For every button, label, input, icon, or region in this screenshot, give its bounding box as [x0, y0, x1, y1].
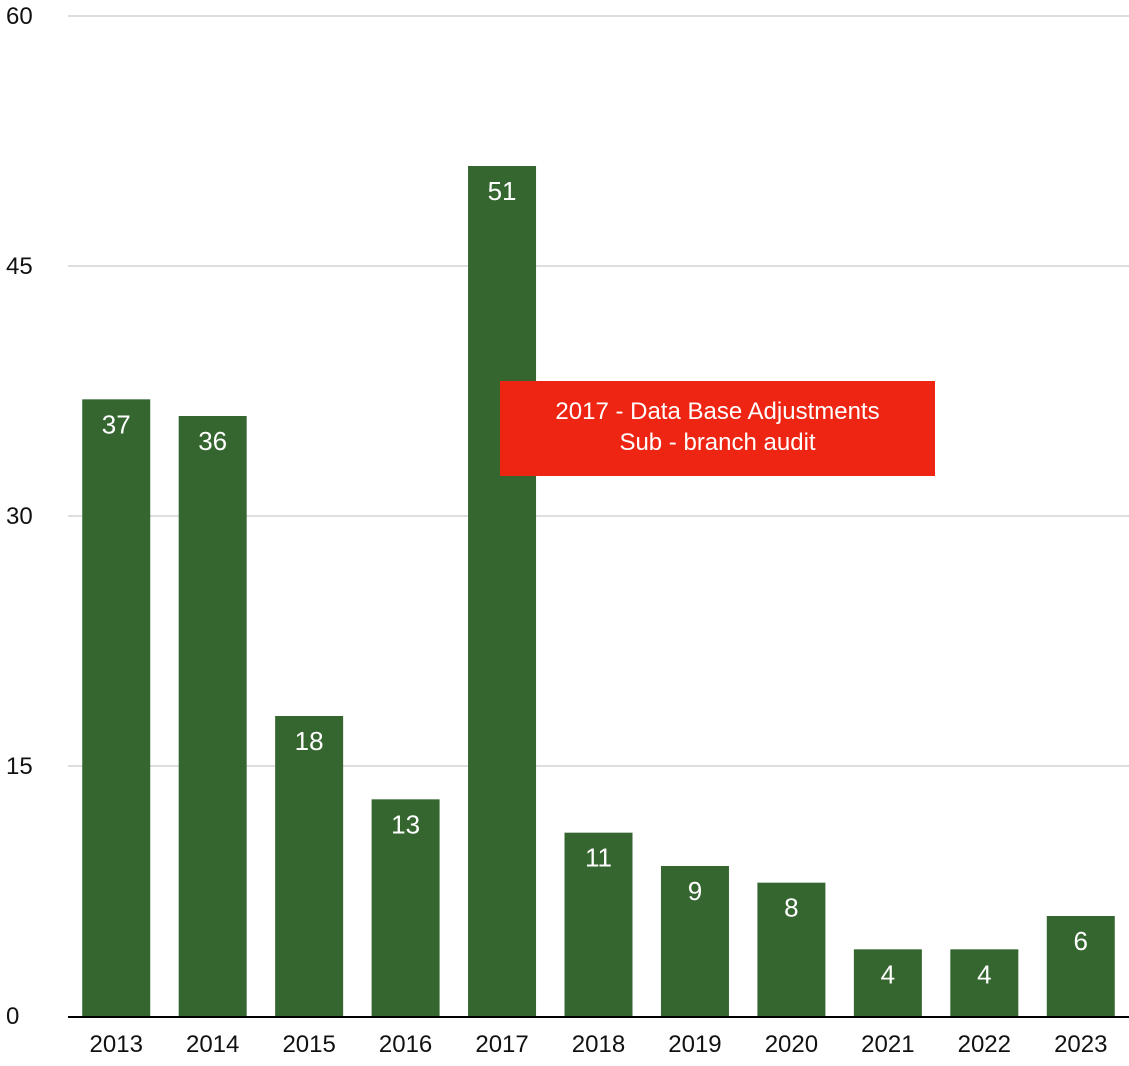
bar-value-label: 4 — [977, 959, 991, 989]
bar — [371, 799, 440, 1016]
bar — [1046, 916, 1115, 1016]
x-tick-label: 2021 — [861, 1031, 914, 1058]
y-tick-label: 0 — [6, 1003, 19, 1030]
x-tick-label: 2022 — [958, 1031, 1011, 1058]
bar — [660, 866, 729, 1016]
bar — [950, 949, 1019, 1016]
bar-value-label: 4 — [881, 959, 895, 989]
bar-value-label: 36 — [198, 426, 227, 456]
bar — [757, 882, 826, 1016]
annotation-box: 2017 - Data Base Adjustments Sub - branc… — [500, 381, 935, 476]
x-tick-label: 2020 — [765, 1031, 818, 1058]
bar-value-label: 8 — [784, 893, 798, 923]
y-tick-label: 30 — [6, 503, 33, 530]
bar — [853, 949, 922, 1016]
bar — [82, 399, 151, 1016]
bar-value-label: 18 — [295, 726, 324, 756]
x-tick-label: 2015 — [282, 1031, 335, 1058]
bar — [468, 166, 537, 1016]
x-tick-label: 2023 — [1054, 1031, 1107, 1058]
annotation-line-1: 2017 - Data Base Adjustments — [555, 397, 880, 425]
bar-value-label: 9 — [688, 876, 702, 906]
y-axis-tick-labels: 0 15 30 45 60 — [6, 3, 33, 1030]
bar-value-labels: 37 36 18 13 51 11 9 8 4 4 6 — [102, 176, 1088, 989]
bar — [275, 716, 344, 1016]
bar — [178, 416, 247, 1016]
bar-value-label: 13 — [391, 809, 420, 839]
x-tick-label: 2018 — [572, 1031, 625, 1058]
bar — [564, 832, 633, 1016]
annotation-line-2: Sub - branch audit — [619, 428, 816, 456]
y-tick-label: 45 — [6, 253, 33, 280]
x-tick-label: 2017 — [475, 1031, 528, 1058]
x-tick-label: 2016 — [379, 1031, 432, 1058]
x-tick-label: 2013 — [90, 1031, 143, 1058]
x-axis-tick-labels: 2013 2014 2015 2016 2017 2018 2019 2020 2021 2022… — [90, 1031, 1108, 1058]
bar-value-label: 37 — [102, 409, 131, 439]
x-tick-label: 2014 — [186, 1031, 239, 1058]
bars — [82, 166, 1115, 1016]
y-tick-label: 60 — [6, 3, 33, 30]
x-tick-label: 2019 — [668, 1031, 721, 1058]
y-tick-label: 15 — [6, 753, 33, 780]
bar-value-label: 6 — [1074, 926, 1088, 956]
bar-value-label: 11 — [585, 843, 612, 873]
bar-value-label: 51 — [488, 176, 517, 206]
